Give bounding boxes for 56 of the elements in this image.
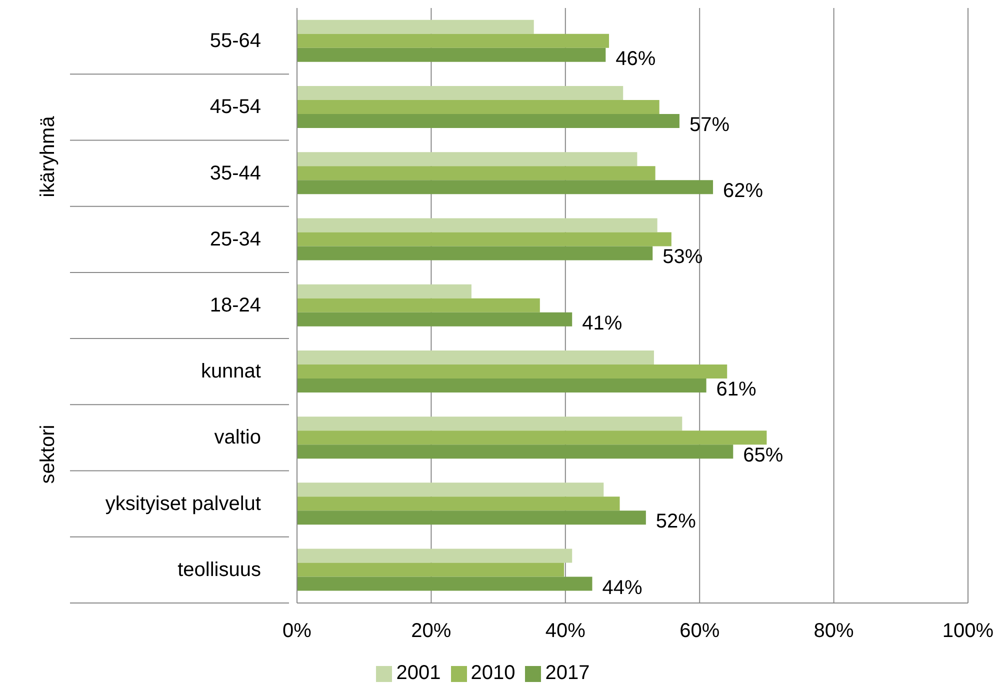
bar [297, 312, 572, 326]
bar [297, 180, 714, 194]
text: ikäryhmä [37, 115, 59, 198]
bar [297, 510, 646, 525]
bar [297, 576, 592, 591]
legend-label: 2017 [545, 662, 590, 684]
bar [297, 548, 572, 563]
data-label: 65% [743, 444, 784, 467]
data-label: 44% [602, 576, 642, 599]
bar [297, 298, 540, 312]
legend-label: 2001 [396, 662, 441, 684]
y-tick-label: 45-54 [210, 96, 261, 118]
y-tick-label: teollisuus [178, 558, 261, 581]
data-label: 41% [582, 312, 622, 334]
x-tick-label: 100% [942, 620, 994, 642]
bar [297, 562, 564, 577]
x-tick-label: 40% [545, 620, 586, 642]
bar [297, 152, 638, 166]
data-label: 62% [723, 180, 764, 202]
bar [297, 416, 682, 431]
bar [297, 48, 606, 62]
bar [297, 482, 604, 497]
y-tick-label: 25-34 [210, 228, 261, 250]
bar [297, 218, 658, 232]
bar [297, 114, 680, 128]
data-label: 57% [689, 114, 730, 136]
bar [297, 350, 654, 364]
y-tick-label: kunnat [200, 360, 262, 383]
y-tick-label: 35-44 [210, 162, 261, 184]
bar [297, 378, 706, 392]
bar [297, 364, 728, 378]
bar [297, 444, 734, 459]
bar [297, 246, 653, 260]
legend-label: 2010 [470, 662, 516, 684]
y-tick-label: yksityiset palvelut [105, 492, 262, 515]
bar [297, 284, 472, 298]
text: sektori [37, 424, 59, 484]
x-tick-label: 60% [680, 620, 720, 642]
x-tick-label: 0% [282, 620, 312, 642]
bar [297, 166, 656, 180]
bar [297, 34, 610, 48]
y-tick-label: 18-24 [210, 294, 261, 316]
y-tick-label: valtio [214, 426, 261, 449]
bar [297, 232, 672, 246]
data-label: 61% [716, 378, 757, 400]
x-tick-label: 80% [814, 620, 854, 642]
y-tick-label: 55-64 [210, 30, 261, 52]
data-label: 53% [662, 246, 703, 268]
data-label: 46% [616, 48, 656, 70]
bar [297, 100, 660, 114]
bar [297, 20, 534, 34]
bar [297, 86, 624, 100]
bar [297, 496, 620, 511]
x-tick-label: 20% [411, 620, 452, 642]
bar [297, 430, 767, 445]
data-label: 52% [656, 510, 696, 533]
